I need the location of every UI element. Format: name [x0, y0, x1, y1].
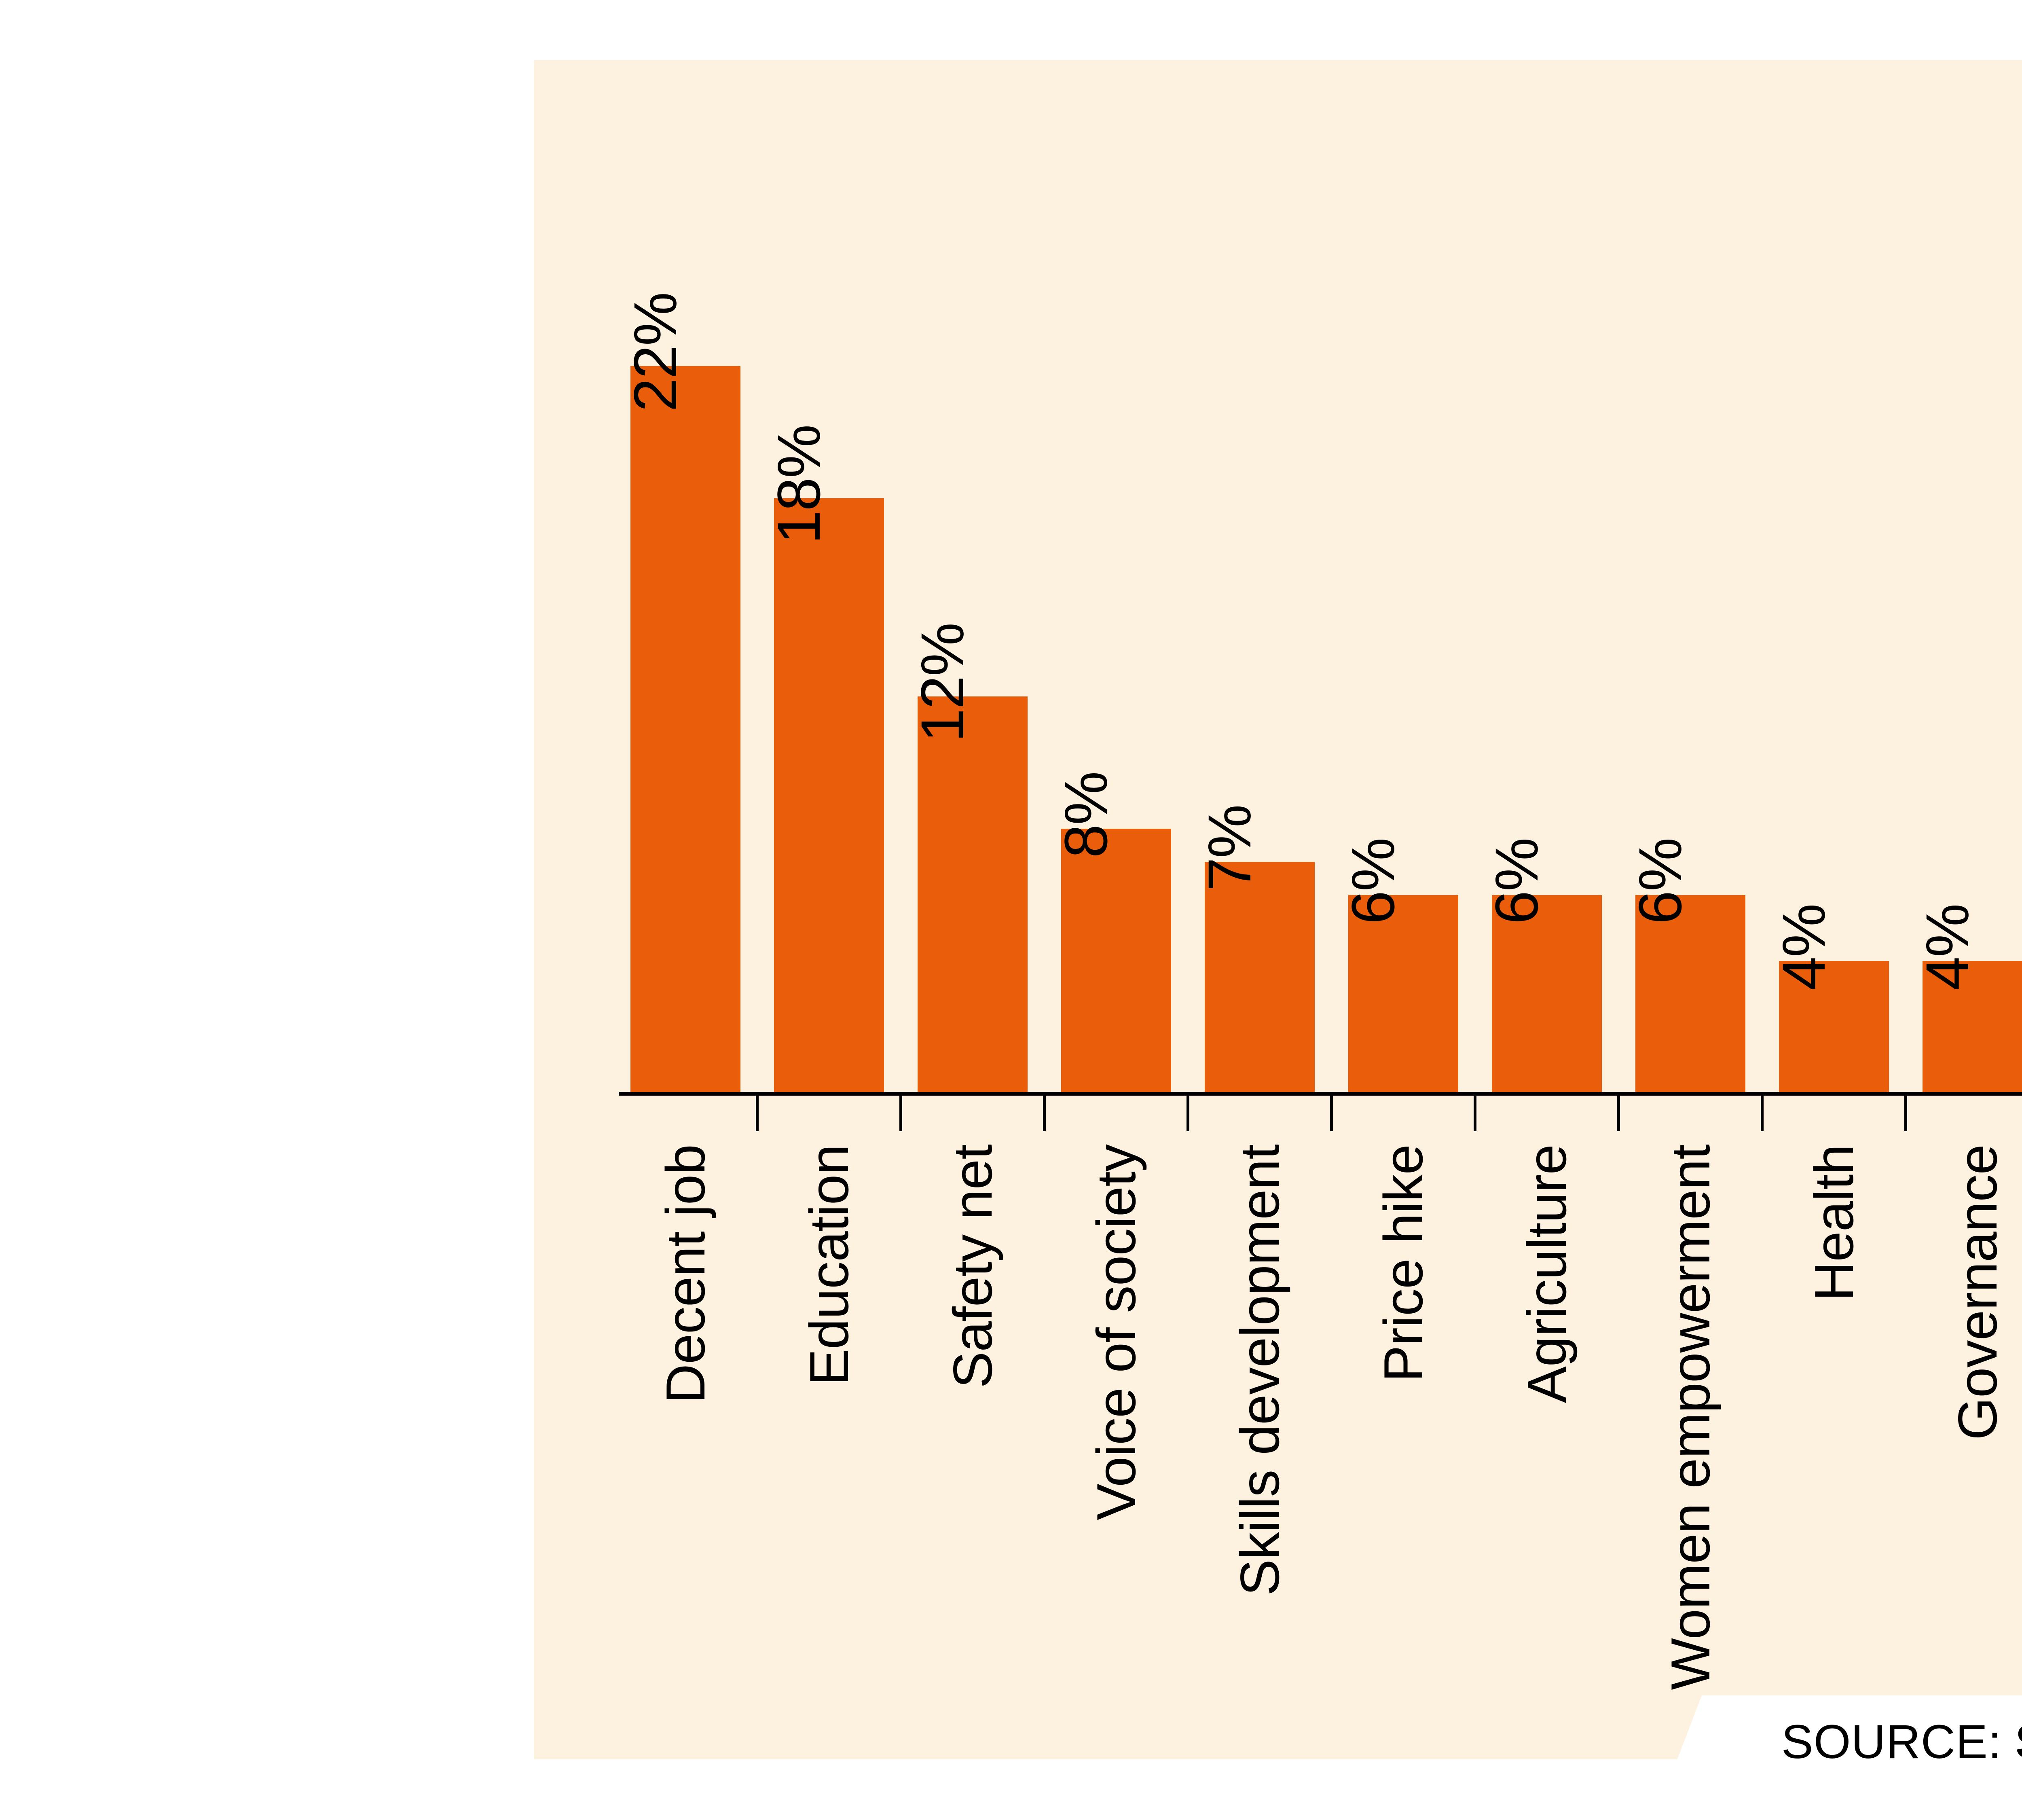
bar-value-label: 4%: [1913, 904, 1981, 990]
bar: [1061, 829, 1171, 1093]
x-axis-category: Safety net: [918, 1145, 1028, 1589]
x-axis-tick: [1043, 1094, 1046, 1131]
bar: [918, 696, 1028, 1093]
source-attribution: SOURCE: SURVEY OF CITIZENS PLATFORM: [1781, 1718, 2022, 1766]
bar-value-label: 18%: [765, 425, 833, 544]
x-axis-tick: [1474, 1094, 1476, 1131]
x-axis-category-label: Health: [1803, 1145, 1865, 1302]
x-axis-category-label: Education: [798, 1145, 860, 1386]
x-axis-category-label: Agriculture: [1516, 1145, 1578, 1403]
x-axis-category-label: Safety net: [942, 1145, 1003, 1388]
bar: [1492, 895, 1602, 1093]
x-axis-category: Voice of society: [1061, 1145, 1171, 1589]
x-axis-category: Education: [774, 1145, 884, 1589]
source-label: SOURCE:: [1781, 1715, 2002, 1769]
bar: [1635, 895, 1745, 1093]
x-axis-tick: [756, 1094, 759, 1131]
x-axis-tick: [1761, 1094, 1764, 1131]
x-axis-category: Governance: [1923, 1145, 2022, 1589]
x-axis-tick: [899, 1094, 902, 1131]
bar: [1205, 862, 1315, 1093]
x-axis-tick: [1187, 1094, 1189, 1131]
bar-value-label: 6%: [1626, 838, 1694, 925]
x-axis-category: Decent job: [630, 1145, 740, 1589]
x-axis-category-label: Voice of society: [1085, 1145, 1147, 1520]
bar: [1923, 961, 2022, 1093]
x-axis-category: Health: [1779, 1145, 1889, 1589]
x-axis-line: [619, 1092, 2022, 1096]
x-axis-tick: [1330, 1094, 1333, 1131]
bar-value-label: 6%: [1339, 838, 1407, 925]
x-axis-tick: [1904, 1094, 1907, 1131]
x-axis-category-label: Skills development: [1229, 1145, 1290, 1596]
bar-value-label: 4%: [1770, 904, 1838, 990]
x-axis-category: Women empowerment: [1635, 1145, 1745, 1690]
bar: [774, 498, 884, 1093]
bar-value-label: 22%: [621, 292, 689, 412]
x-axis-tick: [1617, 1094, 1620, 1131]
x-axis-category-label: Women empowerment: [1660, 1145, 1721, 1690]
x-axis-category: Skills development: [1205, 1145, 1315, 1596]
bar: [1348, 895, 1458, 1093]
bar-value-label: 8%: [1052, 772, 1120, 858]
x-axis-category-label: Price hike: [1373, 1145, 1434, 1382]
bar-value-label: 7%: [1195, 805, 1263, 891]
x-axis-category-label: Governance: [1947, 1145, 2008, 1440]
source-value: SURVEY OF CITIZENS PLATFORM: [2015, 1715, 2022, 1769]
x-axis-category: Price hike: [1348, 1145, 1458, 1589]
bar: [630, 366, 740, 1093]
plot-area: 22%18%12%8%7%6%6%6%4%4%3%2%1%1%: [619, 146, 2022, 1093]
x-axis-category: Agriculture: [1492, 1145, 1602, 1589]
bar: [1779, 961, 1889, 1093]
source-band: SOURCE: SURVEY OF CITIZENS PLATFORM: [1666, 1695, 2022, 1788]
bar-value-label: 12%: [908, 623, 976, 743]
bar-value-label: 6%: [1483, 838, 1550, 925]
x-axis-category-label: Decent job: [655, 1145, 716, 1404]
